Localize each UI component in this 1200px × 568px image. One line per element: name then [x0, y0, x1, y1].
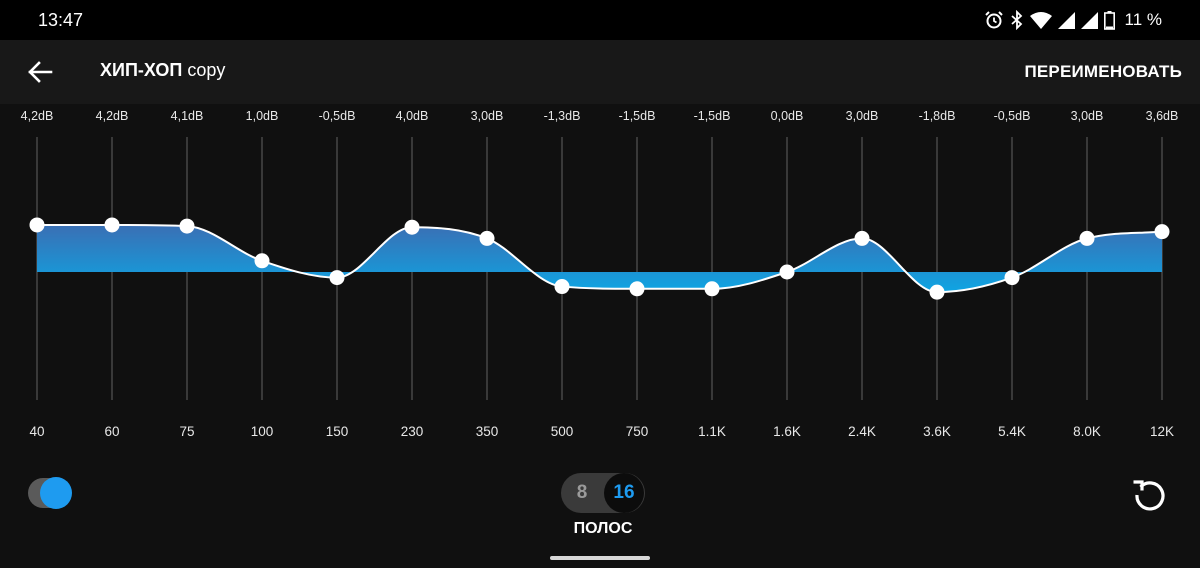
preset-name: ХИП-ХОП — [100, 60, 183, 80]
equalizer-toggle[interactable] — [28, 477, 72, 509]
battery-percent: 11 % — [1124, 10, 1163, 29]
arrow-left-icon — [28, 61, 53, 83]
band-frequency-label: 75 — [179, 424, 194, 439]
status-bar: 13:47 11 % — [0, 0, 1200, 40]
band-handle[interactable] — [404, 219, 420, 235]
band-gain-label: 4,2dB — [96, 109, 129, 123]
page-title: ХИП-ХОП copy — [100, 60, 225, 81]
band-gain-label: 4,2dB — [21, 109, 54, 123]
band-gain-label: -0,5dB — [994, 109, 1031, 123]
band-frequency-label: 40 — [29, 424, 44, 439]
battery-icon — [1103, 10, 1115, 30]
band-frequency-label: 500 — [551, 424, 574, 439]
band-frequency-label: 5.4K — [998, 424, 1026, 439]
band-handle[interactable] — [929, 284, 945, 300]
back-button[interactable] — [22, 54, 58, 90]
band-handle[interactable] — [779, 264, 795, 280]
band-gain-label: 3,0dB — [846, 109, 879, 123]
band-handle[interactable] — [629, 281, 645, 297]
band-handle[interactable] — [1154, 224, 1170, 240]
band-gain-label: -1,5dB — [619, 109, 656, 123]
band-handle[interactable] — [1079, 230, 1095, 246]
reset-icon — [1133, 480, 1165, 511]
band-gain-label: 0,0dB — [771, 109, 804, 123]
eq-fill-area — [37, 224, 1162, 293]
signal-icon — [1057, 11, 1075, 29]
band-frequency-label: 350 — [476, 424, 499, 439]
band-handle[interactable] — [179, 218, 195, 234]
band-frequency-label: 100 — [251, 424, 274, 439]
band-handle[interactable] — [104, 217, 120, 233]
band-frequency-label: 150 — [326, 424, 349, 439]
band-gain-label: 3,0dB — [471, 109, 504, 123]
band-frequency-label: 8.0K — [1073, 424, 1101, 439]
eq-curve — [36, 223, 1163, 294]
reset-button[interactable] — [1130, 474, 1170, 514]
preset-suffix: copy — [187, 60, 226, 80]
band-gain-label: -1,8dB — [919, 109, 956, 123]
band-handle[interactable] — [329, 270, 345, 286]
band-frequency-label: 1.6K — [773, 424, 801, 439]
band-gain-label: -1,5dB — [694, 109, 731, 123]
band-handle[interactable] — [254, 253, 270, 269]
band-frequency-label: 750 — [626, 424, 649, 439]
band-handle[interactable] — [1004, 270, 1020, 286]
band-frequency-label: 230 — [401, 424, 424, 439]
band-handle[interactable] — [704, 281, 720, 297]
band-frequency-label: 3.6K — [923, 424, 951, 439]
band-handle[interactable] — [29, 217, 45, 233]
band-option-16[interactable]: 16 — [604, 473, 644, 513]
alarm-icon — [984, 11, 1003, 29]
band-handle[interactable] — [554, 279, 570, 295]
band-gain-label: -0,5dB — [319, 109, 356, 123]
bluetooth-icon — [1010, 10, 1022, 30]
band-count-selector[interactable]: 8 16 — [561, 473, 645, 513]
band-frequency-label: 1.1K — [698, 424, 726, 439]
status-icons: 11 % — [984, 10, 1163, 30]
band-gain-label: 1,0dB — [246, 109, 279, 123]
band-gain-label: 3,0dB — [1071, 109, 1104, 123]
band-option-8[interactable]: 8 — [576, 482, 588, 503]
bands-label: ПОЛОС — [573, 520, 633, 537]
app-bar: ХИП-ХОП copy ПЕРЕИМЕНОВАТЬ — [0, 40, 1200, 104]
band-frequency-label: 2.4K — [848, 424, 876, 439]
band-gain-label: 3,6dB — [1146, 109, 1179, 123]
band-frequency-label: 12K — [1150, 424, 1174, 439]
band-gain-label: 4,0dB — [396, 109, 429, 123]
equalizer-graph[interactable]: 4,2dB 40 4,2dB 60 4,1dB 75 1,0dB 100 -0,5dB 150 4,… — [0, 104, 1200, 454]
signal-icon — [1080, 11, 1098, 29]
band-frequency-label: 60 — [104, 424, 119, 439]
band-handle[interactable] — [479, 230, 495, 246]
band-handle[interactable] — [854, 230, 870, 246]
band-gain-label: 4,1dB — [171, 109, 204, 123]
wifi-icon — [1029, 12, 1052, 29]
status-time: 13:47 — [38, 10, 84, 30]
toggle-thumb — [40, 477, 72, 509]
band-gain-label: -1,3dB — [544, 109, 581, 123]
gesture-nav-bar — [550, 556, 650, 560]
rename-button[interactable]: ПЕРЕИМЕНОВАТЬ — [1024, 62, 1182, 81]
